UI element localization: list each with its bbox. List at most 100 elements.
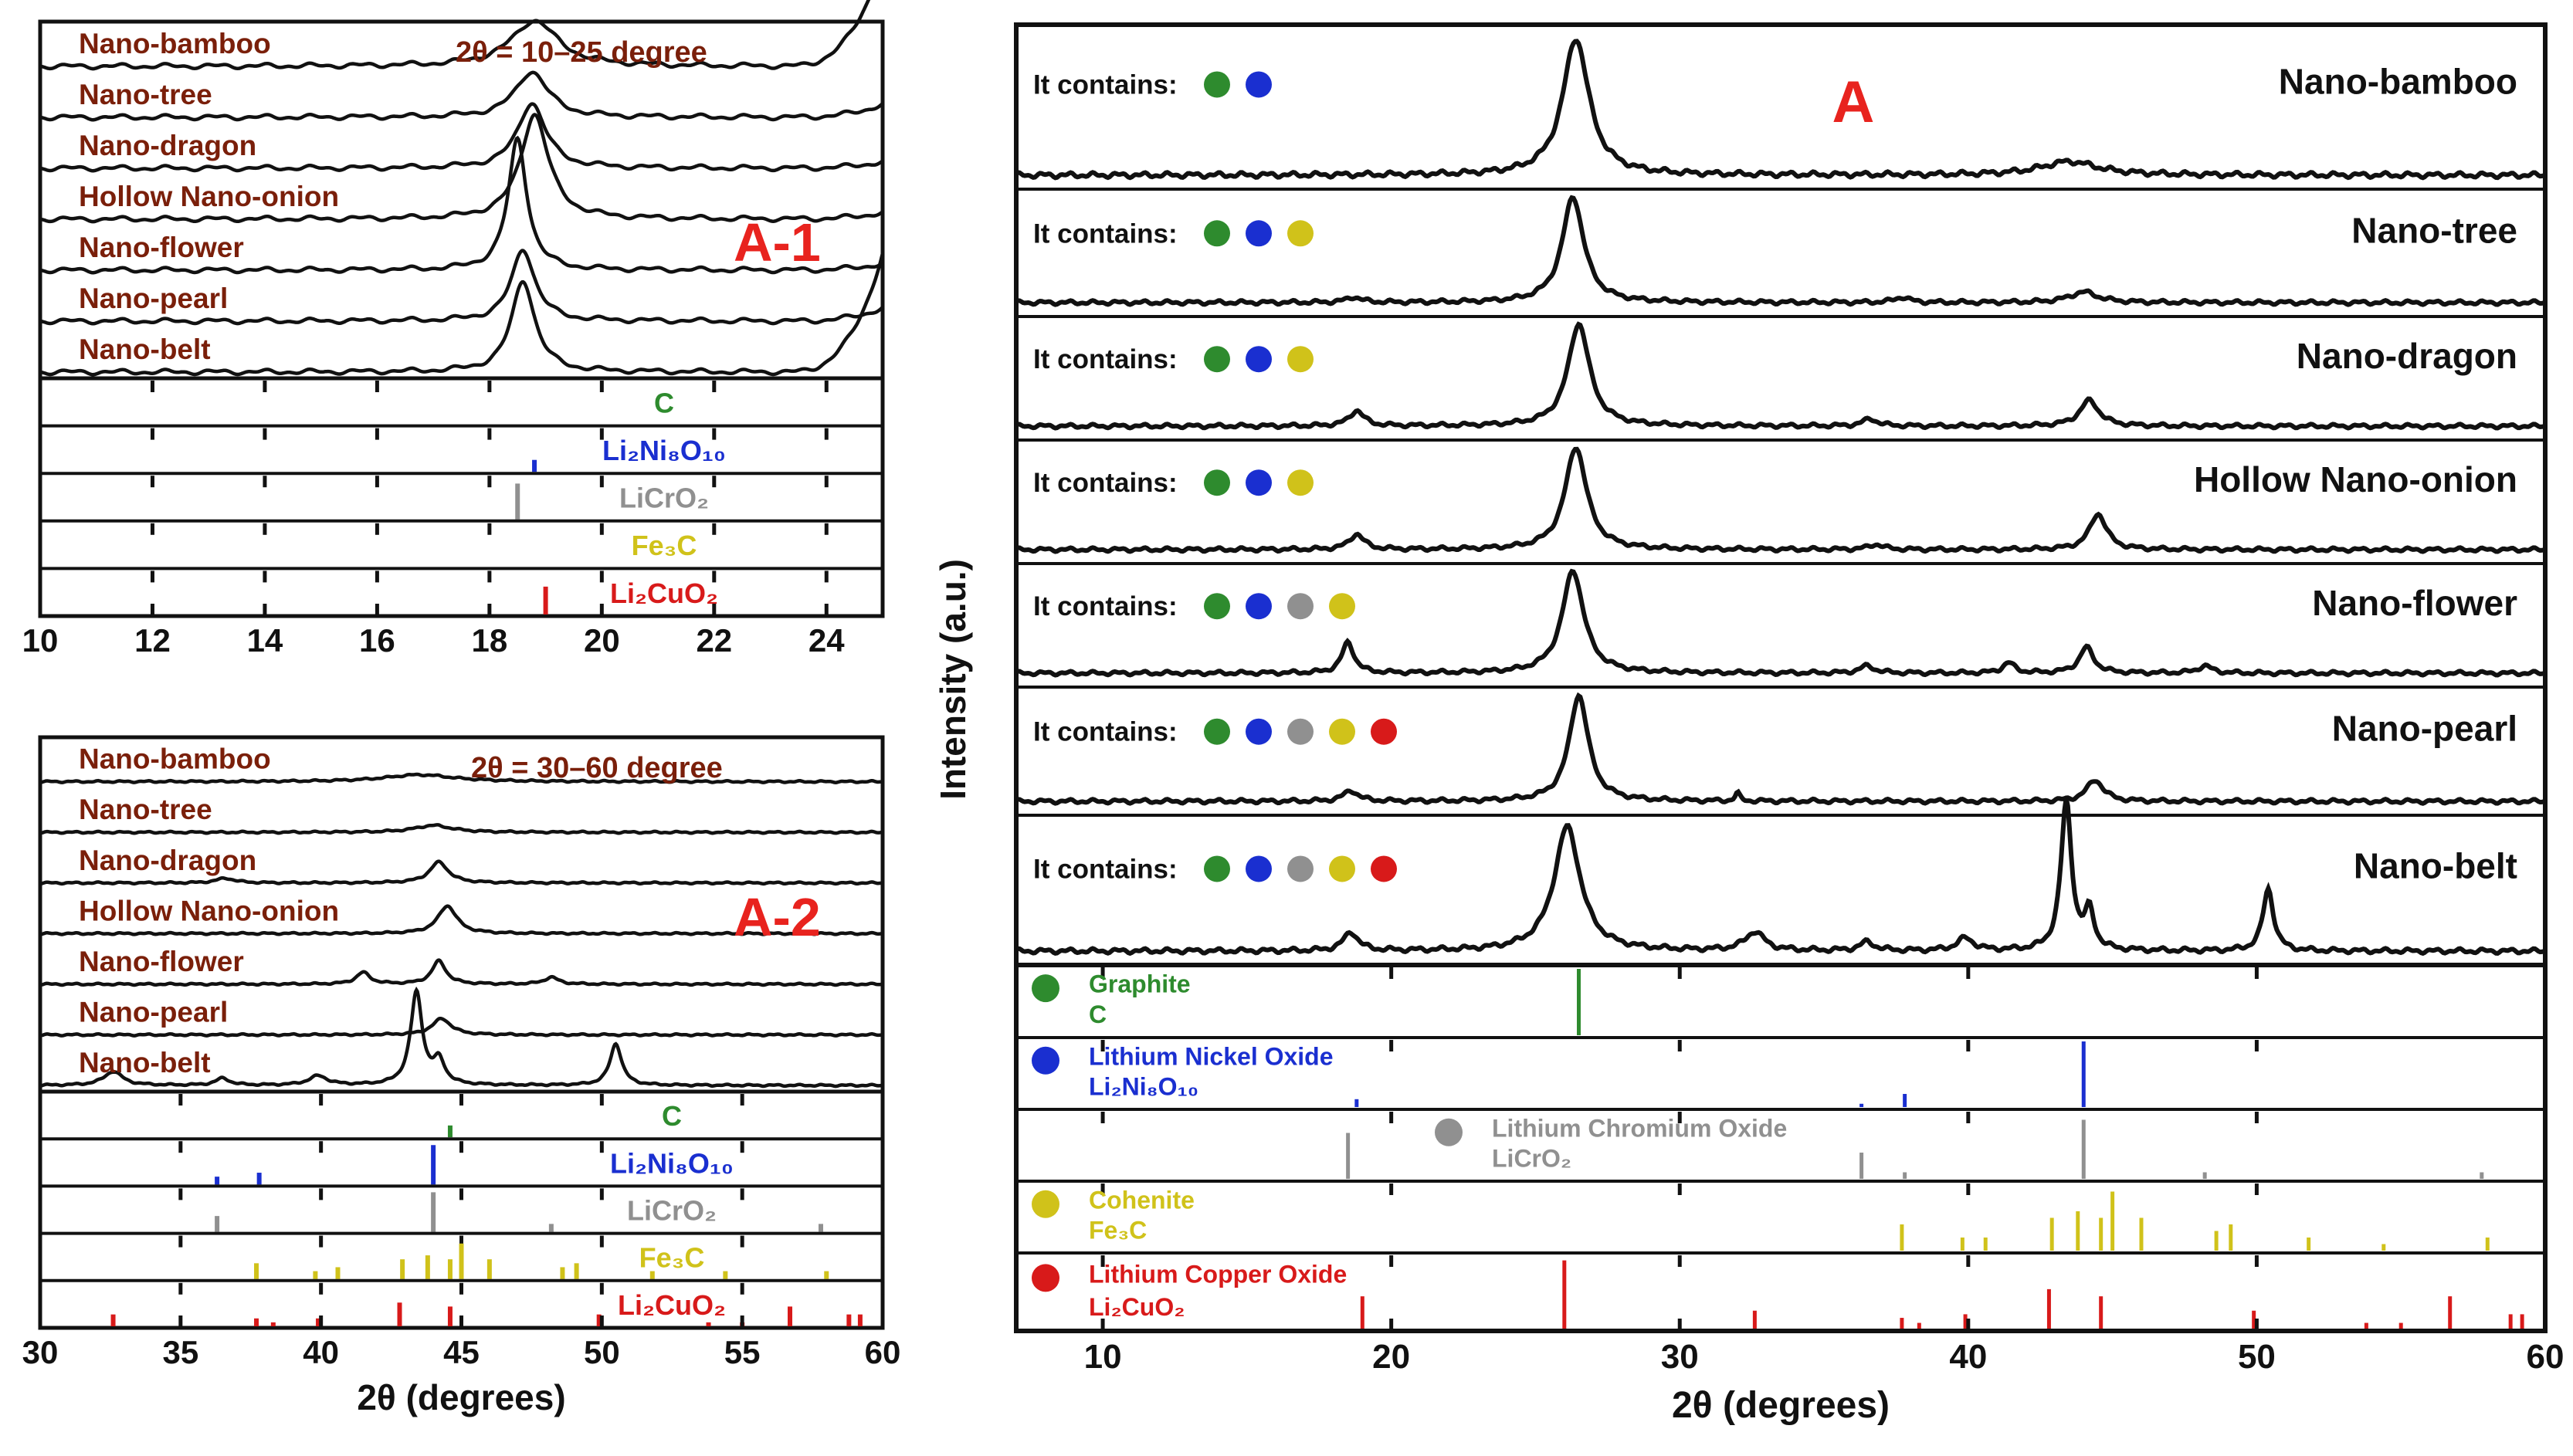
a-sample-label: Hollow Nano-onion — [2194, 459, 2517, 499]
a-1-tick-label: 12 — [134, 622, 171, 659]
a-legend-formula: LiCrO₂ — [1492, 1144, 1571, 1172]
a-2-tick-label: 40 — [303, 1334, 339, 1370]
a-contains-label: It contains: — [1033, 591, 1178, 621]
a-2-trace-nano-bamboo — [40, 772, 883, 784]
a-contains-label: It contains: — [1033, 69, 1178, 100]
a-1-sample-label: Nano-dragon — [79, 130, 256, 161]
a-2-sample-label: Hollow Nano-onion — [79, 895, 339, 926]
a-2-tick-label: 50 — [584, 1334, 620, 1370]
a-1-trace-nano-tree — [39, 70, 884, 122]
a-trace-nano-bamboo — [1015, 39, 2546, 181]
a-legend-dot-cu — [1032, 1264, 1059, 1292]
a-trace-nano-tree — [1015, 195, 2546, 307]
a-phase-dot-c — [1204, 469, 1230, 496]
a-2-trace-nano-flower — [40, 958, 883, 987]
a-contains-label: It contains: — [1033, 344, 1178, 374]
a-1-ref-label: C — [654, 387, 674, 418]
a-1-trace-nano-pearl — [39, 249, 884, 326]
a-legend-formula: Fe₃C — [1089, 1216, 1147, 1244]
a-2-ref-label: LiCrO₂ — [627, 1194, 717, 1226]
a-legend-dot-c — [1032, 974, 1059, 1003]
a-1-trace-nano-bamboo — [39, 0, 871, 71]
a-1-sample-label: Nano-belt — [79, 334, 211, 365]
a-2-tick-label: 30 — [22, 1334, 59, 1370]
a-2-x-axis-title: 2θ (degrees) — [357, 1377, 565, 1417]
a-phase-dot-c — [1204, 593, 1230, 620]
a-2-ref-label: Fe₃C — [639, 1242, 705, 1274]
a-sample-label: Nano-bamboo — [2279, 61, 2517, 101]
a-1-tick-label: 18 — [472, 622, 508, 659]
a-trace-hollow-nano-onion — [1015, 446, 2546, 554]
a-sample-label: Nano-flower — [2312, 583, 2517, 623]
a-legend-dot-ni — [1032, 1046, 1059, 1075]
a-1-trace-nano-flower — [39, 135, 884, 275]
panel-a-main: It contains: Nano-bamboo It contains: Nano-… — [933, 22, 2564, 1426]
a-2-trace-nano-belt — [40, 986, 883, 1089]
a-1-annotation: 2θ = 10–25 degree — [456, 36, 707, 69]
a-phase-dot-cu — [1371, 855, 1397, 882]
a-1-ref-label: Li₂CuO₂ — [610, 577, 718, 609]
a-2-trace-nano-tree — [39, 823, 883, 835]
a-phase-dot-fe — [1329, 855, 1355, 882]
panel-a2: Nano-bamboo Nano-tree Nano-dragon Hollow Na… — [22, 735, 900, 1417]
a-2-tick-label: 55 — [724, 1334, 761, 1370]
a-legend-formula: Li₂CuO₂ — [1089, 1293, 1185, 1321]
a-legend-formula: Li₂Ni₈O₁₀ — [1089, 1072, 1198, 1100]
a-contains-label: It contains: — [1033, 717, 1178, 747]
a-contains-label: It contains: — [1033, 854, 1178, 884]
a-phase-dot-c — [1204, 346, 1230, 373]
a-phase-dot-fe — [1329, 593, 1355, 620]
a-sample-label: Nano-belt — [2354, 845, 2517, 885]
a-phase-dot-fe — [1287, 469, 1314, 496]
a-2-trace-hollow-nano-onion — [40, 904, 883, 936]
a-legend-name: Graphite — [1089, 970, 1191, 998]
a-tick-label: 40 — [1949, 1338, 1987, 1376]
a-2-ref-label: Li₂CuO₂ — [618, 1289, 726, 1321]
a-1-tick-label: 16 — [359, 622, 395, 659]
a-1-trace-nano-dragon — [39, 102, 884, 173]
a-legend-formula: C — [1089, 1001, 1107, 1028]
a-phase-dot-ni — [1246, 71, 1272, 98]
a-1-tick-label: 24 — [809, 622, 845, 659]
a-tick-label: 50 — [2238, 1338, 2276, 1376]
a-2-sample-label: Nano-belt — [79, 1047, 211, 1078]
a-2-trace-nano-pearl — [39, 1016, 883, 1038]
a-phase-dot-ni — [1246, 718, 1272, 745]
a-1-sample-label: Nano-flower — [79, 232, 244, 263]
a-panel-label: A — [1832, 69, 1875, 135]
a-1-tick-label: 20 — [584, 622, 620, 659]
a-tick-label: 10 — [1084, 1338, 1122, 1376]
a-y-axis-title: Intensity (a.u.) — [933, 559, 973, 800]
a-x-axis-title: 2θ (degrees) — [1672, 1385, 1890, 1426]
a-trace-nano-belt — [1015, 797, 2546, 957]
a-2-tick-label: 35 — [162, 1334, 198, 1370]
a-1-ref-label: Fe₃C — [632, 530, 697, 561]
a-2-annotation: 2θ = 30–60 degree — [471, 752, 723, 784]
a-1-ref-label: LiCrO₂ — [619, 483, 709, 514]
a-trace-nano-flower — [1015, 568, 2546, 678]
a-1-trace-hollow-nano-onion — [39, 113, 884, 224]
a-phase-dot-ni — [1246, 855, 1272, 882]
a-phase-dot-fe — [1329, 718, 1355, 745]
a-2-sample-label: Nano-tree — [79, 794, 212, 825]
a-1-frame — [38, 19, 885, 618]
a-phase-dot-ni — [1246, 220, 1272, 247]
a-legend-dot-cr — [1435, 1118, 1463, 1146]
a-sample-label: Nano-dragon — [2297, 336, 2517, 376]
a-2-sample-label: Nano-bamboo — [79, 743, 271, 775]
a-phase-dot-fe — [1287, 346, 1314, 373]
a-phase-dot-ni — [1246, 346, 1272, 373]
a-phase-dot-fe — [1287, 220, 1314, 247]
a-phase-dot-cu — [1371, 718, 1397, 745]
a-1-trace-nano-belt — [39, 252, 885, 377]
a-phase-dot-cr — [1287, 718, 1314, 745]
a-phase-dot-ni — [1246, 469, 1272, 496]
a-2-sample-label: Nano-dragon — [79, 845, 256, 876]
a-phase-dot-c — [1204, 855, 1230, 882]
a-tick-label: 30 — [1661, 1338, 1699, 1376]
a-phase-dot-ni — [1246, 593, 1272, 620]
a-legend-name: Lithium Chromium Oxide — [1492, 1114, 1787, 1142]
a-contains-label: It contains: — [1033, 468, 1178, 498]
a-trace-nano-pearl — [1015, 692, 2546, 806]
